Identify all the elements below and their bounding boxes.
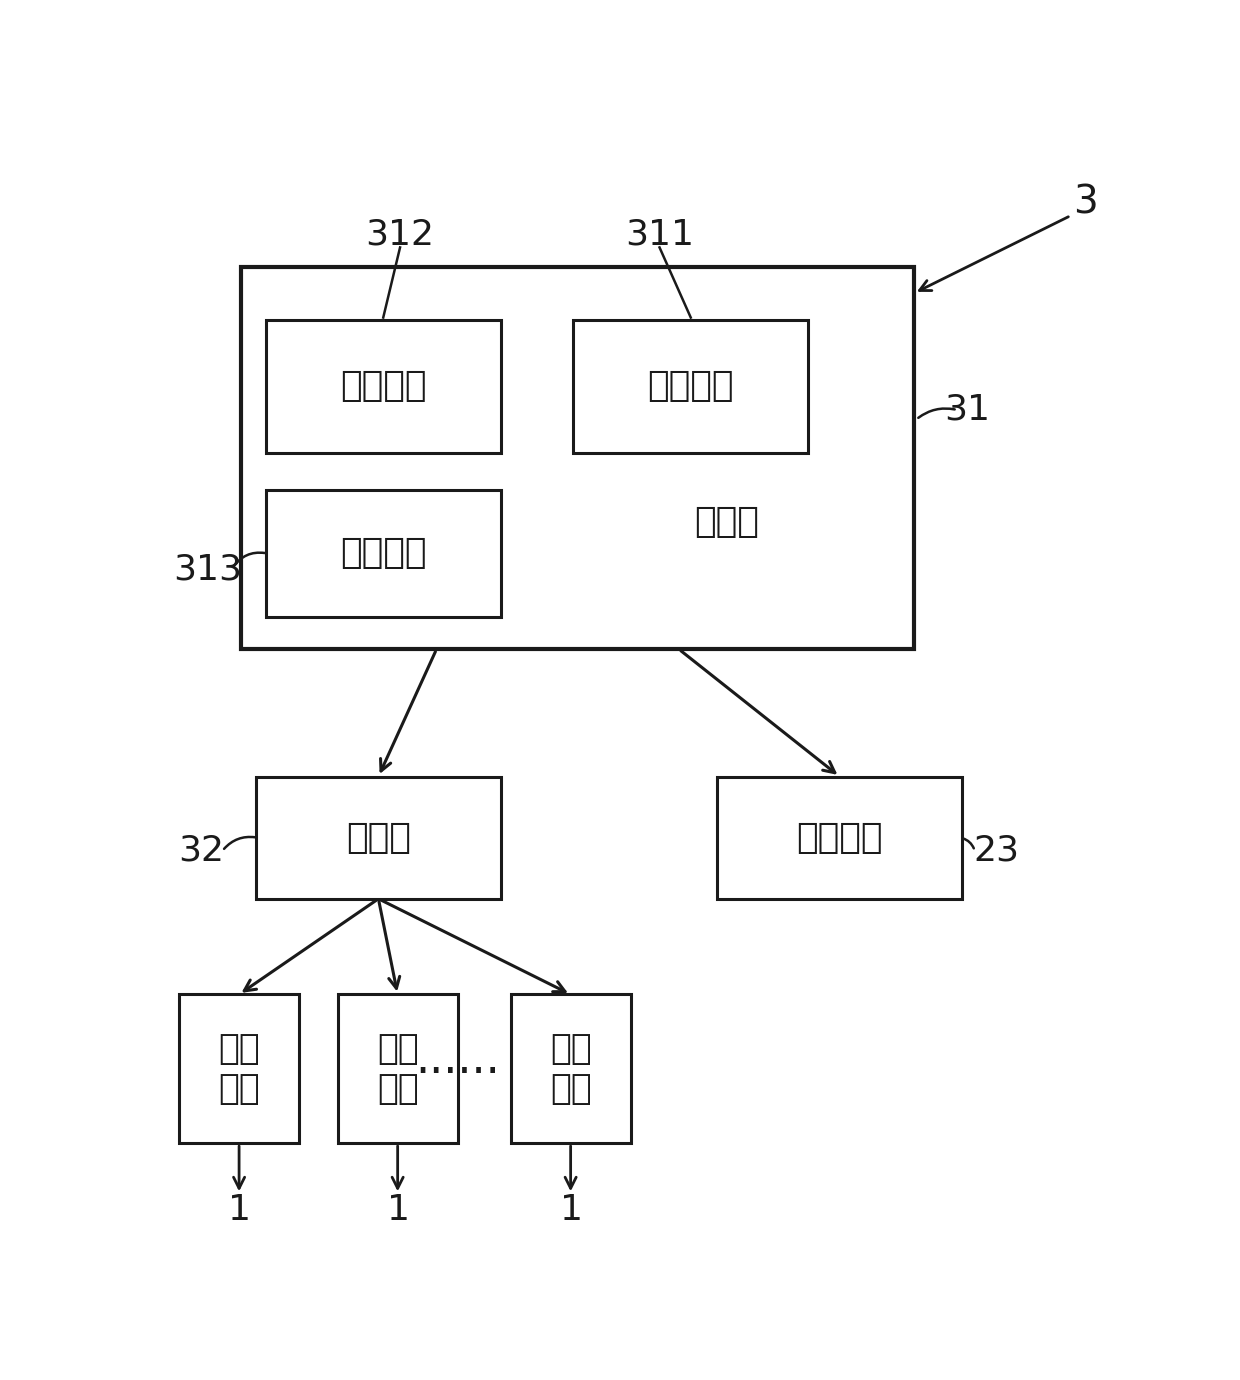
Text: 23: 23 [973, 834, 1019, 868]
Text: 显示结构: 显示结构 [340, 368, 427, 403]
Text: 1: 1 [387, 1194, 409, 1227]
Text: 关节
模组: 关节 模组 [377, 1032, 419, 1105]
Text: 313: 313 [174, 552, 242, 586]
Text: 32: 32 [179, 834, 224, 868]
Text: 处理芯片: 处理芯片 [340, 537, 427, 570]
Text: 312: 312 [366, 218, 434, 251]
Bar [717, 777, 962, 898]
Text: 输入结构: 输入结构 [647, 368, 734, 403]
Text: ......: ...... [415, 1039, 500, 1082]
Bar [255, 777, 501, 898]
Text: 1: 1 [559, 1194, 583, 1227]
Bar [265, 320, 501, 453]
Text: 驱动板: 驱动板 [346, 821, 410, 854]
Text: 1: 1 [228, 1194, 250, 1227]
Bar [573, 320, 808, 453]
Bar [265, 490, 501, 617]
Text: 关节
模组: 关节 模组 [549, 1032, 591, 1105]
Text: 控制板: 控制板 [694, 505, 759, 538]
Text: 关节
模组: 关节 模组 [218, 1032, 260, 1105]
Bar [242, 266, 914, 649]
Text: 31: 31 [944, 393, 990, 426]
Text: 3: 3 [1073, 184, 1097, 222]
Text: 扩展结构: 扩展结构 [796, 821, 883, 854]
Bar [337, 995, 458, 1143]
Bar [179, 995, 299, 1143]
Text: 311: 311 [625, 218, 694, 251]
Bar [511, 995, 631, 1143]
